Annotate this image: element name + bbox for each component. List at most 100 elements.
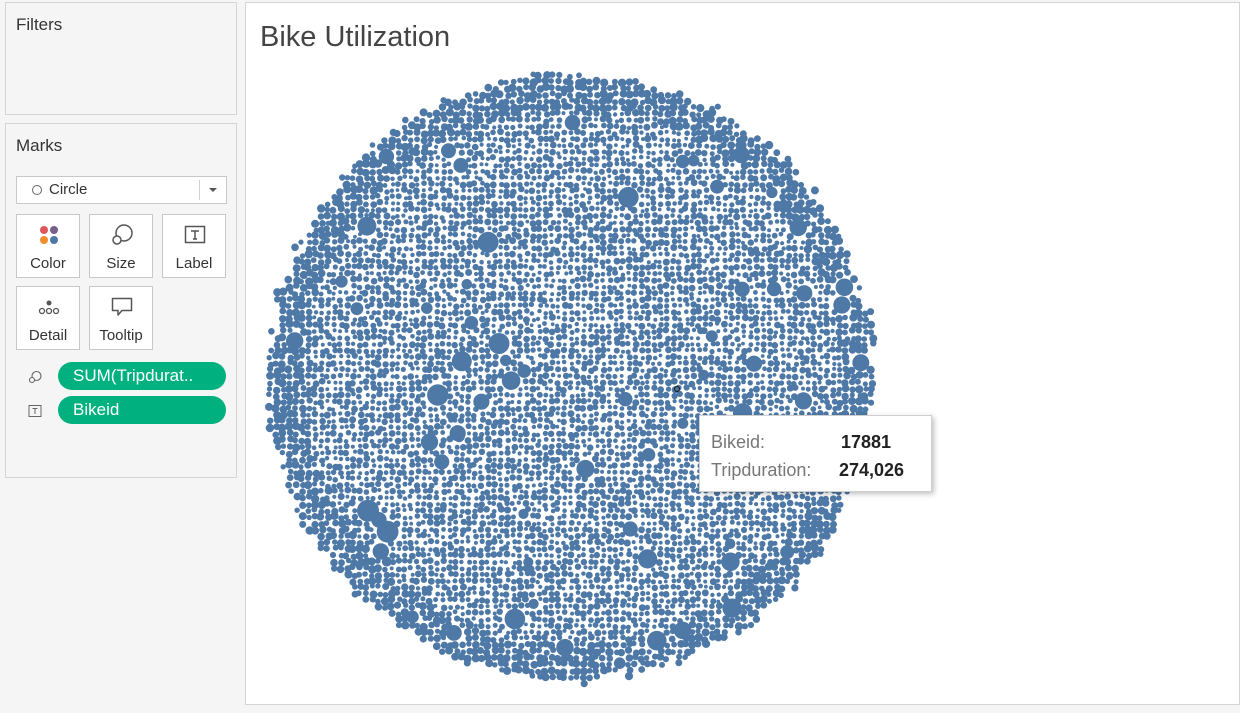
bubble-mark[interactable] (337, 391, 345, 399)
bubble-mark[interactable] (522, 243, 528, 250)
bubble-mark[interactable] (741, 227, 746, 232)
bubble-mark[interactable] (614, 135, 620, 141)
bubble-mark[interactable] (370, 238, 377, 245)
bubble-mark[interactable] (717, 366, 722, 371)
bubble-mark[interactable] (562, 265, 567, 269)
bubble-mark[interactable] (594, 461, 601, 468)
bubble-mark[interactable] (574, 257, 580, 263)
bubble-mark[interactable] (734, 123, 740, 129)
bubble-mark[interactable] (509, 99, 515, 105)
bubble-mark[interactable] (464, 174, 470, 180)
bubble-mark[interactable] (478, 474, 485, 482)
bubble-mark[interactable] (644, 226, 651, 233)
bubble-mark[interactable] (455, 391, 460, 397)
bubble-mark[interactable] (311, 373, 317, 380)
bubble-mark[interactable] (569, 278, 576, 284)
bubble-mark[interactable] (466, 243, 474, 251)
bubble-mark[interactable] (305, 320, 313, 328)
bubble-mark[interactable] (581, 348, 586, 353)
bubble-mark[interactable] (817, 296, 823, 303)
bubble-mark[interactable] (544, 277, 549, 282)
bubble-mark[interactable] (317, 213, 325, 220)
bubble-mark[interactable] (331, 213, 338, 220)
bubble-mark[interactable] (465, 169, 472, 175)
bubble-mark[interactable] (730, 329, 735, 335)
bubble-mark[interactable] (422, 488, 429, 494)
bubble-mark[interactable] (587, 437, 592, 442)
bubble-mark[interactable] (286, 373, 293, 380)
bubble-mark[interactable] (620, 445, 626, 451)
bubble-mark[interactable] (810, 340, 818, 348)
bubble-mark[interactable] (599, 397, 607, 404)
bubble-mark[interactable] (363, 489, 370, 495)
bubble-mark[interactable] (728, 322, 733, 328)
bubble-mark[interactable] (567, 324, 573, 329)
bubble-mark[interactable] (377, 174, 385, 182)
bubble-mark[interactable] (531, 424, 537, 430)
bubble-mark[interactable] (658, 476, 665, 482)
bubble-mark[interactable] (548, 84, 555, 91)
bubble-mark[interactable] (440, 309, 448, 317)
bubble-mark[interactable] (542, 195, 548, 200)
bubble-mark[interactable] (453, 335, 458, 340)
bubble-mark[interactable] (721, 225, 727, 230)
bubble-mark[interactable] (505, 220, 511, 226)
bubble-mark[interactable] (344, 269, 351, 277)
bubble-mark[interactable] (279, 315, 287, 323)
bubble-mark[interactable] (544, 386, 549, 391)
bubble-mark[interactable] (826, 336, 831, 342)
bubble-mark[interactable] (689, 398, 695, 405)
bubble-mark[interactable] (761, 347, 767, 353)
bubble-mark[interactable] (485, 292, 490, 296)
bubble-mark[interactable] (676, 265, 682, 271)
bubble-mark[interactable] (297, 301, 307, 310)
bubble-mark[interactable] (568, 175, 573, 180)
bubble-mark[interactable] (455, 289, 459, 294)
bubble-mark[interactable] (671, 150, 679, 158)
bubble-mark[interactable] (359, 481, 364, 487)
bubble-mark[interactable] (441, 218, 446, 224)
bubble-mark[interactable] (760, 252, 766, 257)
bubble-mark[interactable] (505, 366, 511, 371)
bubble-mark[interactable] (433, 189, 439, 195)
bubble-mark[interactable] (483, 489, 491, 496)
bubble-mark[interactable] (485, 295, 492, 302)
bubble-mark[interactable] (837, 322, 844, 329)
bubble-mark[interactable] (645, 430, 652, 437)
bubble-mark[interactable] (339, 354, 344, 359)
bubble-mark[interactable] (593, 142, 598, 147)
bubble-mark[interactable] (727, 360, 732, 365)
bubble-mark[interactable] (594, 263, 599, 269)
bubble-mark[interactable] (627, 329, 632, 334)
bubble-mark[interactable] (273, 386, 281, 395)
bubble-mark[interactable] (761, 195, 766, 201)
bubble-mark[interactable] (542, 430, 548, 436)
bubble-mark[interactable] (574, 340, 580, 346)
bubble-mark[interactable] (429, 450, 434, 455)
bubble-mark[interactable] (637, 116, 645, 124)
bubble-mark[interactable] (298, 437, 305, 445)
bubble-mark[interactable] (324, 284, 330, 291)
bubble-mark[interactable] (510, 285, 515, 291)
bubble-mark[interactable] (467, 103, 473, 109)
bubble-mark[interactable] (382, 432, 388, 437)
bubble-mark[interactable] (741, 388, 746, 393)
bubble-mark[interactable] (606, 116, 613, 124)
bubble-mark[interactable] (586, 444, 594, 452)
bubble-mark[interactable] (541, 82, 551, 91)
bubble-mark[interactable] (404, 310, 409, 315)
bubble-mark[interactable] (376, 381, 382, 387)
bubble-mark[interactable] (548, 387, 553, 392)
bubble-mark[interactable] (319, 431, 324, 436)
bubble-mark[interactable] (535, 194, 543, 202)
bubble-mark[interactable] (402, 342, 408, 348)
bubble-mark[interactable] (433, 468, 439, 475)
bubble-mark[interactable] (670, 285, 675, 291)
bubble-mark[interactable] (306, 381, 311, 386)
bubble-mark[interactable] (614, 432, 621, 438)
bubble-mark[interactable] (447, 202, 452, 207)
bubble-mark[interactable] (362, 403, 369, 411)
bubble-mark[interactable] (818, 238, 826, 246)
bubble-mark[interactable] (427, 425, 434, 432)
bubble-mark[interactable] (409, 461, 416, 468)
